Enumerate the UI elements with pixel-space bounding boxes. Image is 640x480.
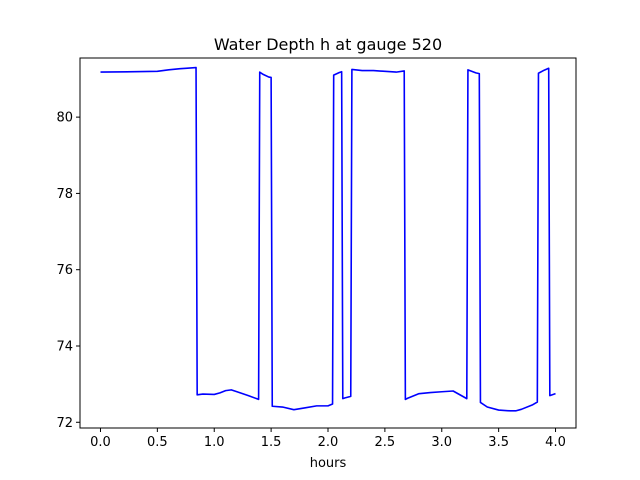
y-tick-label: 74 <box>56 339 73 354</box>
x-tick-label: 4.0 <box>545 435 566 450</box>
x-tick-label: 3.0 <box>431 435 452 450</box>
x-tick-label: 2.5 <box>375 435 396 450</box>
y-tick-label: 78 <box>56 187 73 202</box>
x-axis-label: hours <box>310 456 347 471</box>
chart-title: Water Depth h at gauge 520 <box>214 35 442 54</box>
x-tick-label: 0.0 <box>90 435 111 450</box>
x-tick-label: 3.5 <box>488 435 509 450</box>
plot-area <box>100 66 556 412</box>
x-tick-label: 1.0 <box>204 435 225 450</box>
y-tick-label: 80 <box>56 111 73 126</box>
series-line-0 <box>100 66 556 412</box>
x-tick-label: 2.0 <box>318 435 339 450</box>
y-tick-label: 76 <box>56 263 73 278</box>
y-tick-label: 72 <box>56 416 73 431</box>
x-tick-label: 0.5 <box>147 435 168 450</box>
axes: 0.0 0.5 1.0 1.5 2.0 2.5 3.0 3.5 4.0 72 74 76 78 80 <box>56 57 577 450</box>
x-tick-label: 1.5 <box>261 435 282 450</box>
